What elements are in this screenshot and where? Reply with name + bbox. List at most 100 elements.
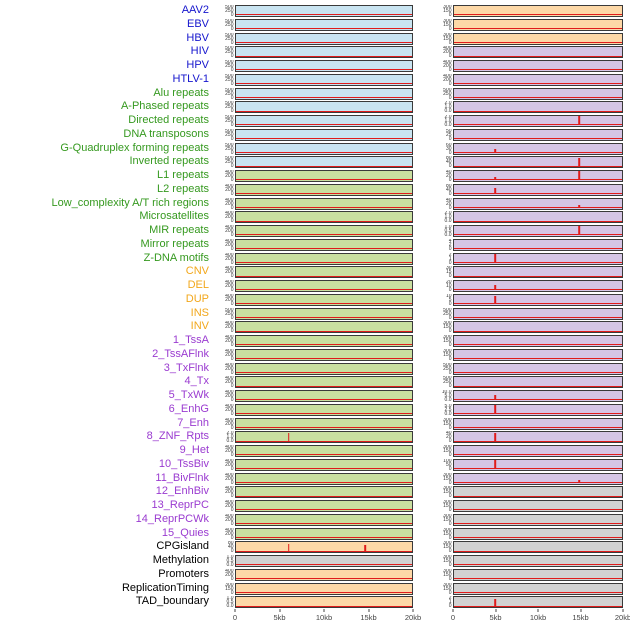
- signal-baseline: [454, 55, 622, 57]
- track-plot-left: [235, 417, 413, 430]
- signal-baseline: [454, 261, 622, 263]
- y-axis-ticks-right: 2.0 1.0 0.0: [435, 211, 453, 223]
- y-axis-ticks-left: 500 250 0: [213, 129, 235, 141]
- y-axis-ticks-right: 10.0 5.0 0.0: [435, 390, 453, 402]
- y-tick-label: 150: [443, 571, 452, 578]
- y-axis-ticks-right: 300 150 0: [435, 528, 453, 540]
- y-axis-ticks-left: 400 200 0: [213, 198, 235, 210]
- y-tick-label: 0: [230, 383, 234, 389]
- track-plot-left: [235, 335, 413, 347]
- track-label: HTLV-1: [172, 72, 209, 85]
- x-tick-label: 5kb: [489, 613, 502, 622]
- y-tick-label: 40: [445, 197, 452, 203]
- track-label: 12_EnhBiv: [155, 485, 209, 498]
- y-tick-label: 200: [443, 76, 452, 83]
- y-tick-label: 150: [443, 420, 452, 427]
- y-axis-ticks-right: 300 150 0: [435, 321, 453, 333]
- signal-baseline: [236, 303, 412, 305]
- track-plot-left: [235, 348, 413, 361]
- y-tick-label: 10.0: [441, 390, 452, 395]
- y-tick-label: 400: [225, 321, 234, 327]
- y-tick-label: 0: [448, 245, 452, 251]
- y-tick-label: 500: [443, 307, 452, 313]
- track-label: Inverted repeats: [129, 155, 210, 168]
- y-tick-label: 60: [445, 142, 452, 148]
- signal-baseline: [454, 289, 622, 291]
- signal-spike: [578, 467, 580, 470]
- track-label: Alu repeats: [153, 86, 209, 99]
- signal-baseline: [236, 179, 412, 181]
- y-tick-label: 200: [225, 200, 234, 207]
- track-row: Low_complexity A/T rich regions 400 200 0 40…: [0, 197, 630, 211]
- y-axis-ticks-left: 1.0 0.5 0.0: [213, 596, 235, 608]
- track-plot-right: [453, 541, 623, 554]
- signal-baseline: [454, 206, 622, 208]
- y-tick-label: 0: [448, 39, 452, 45]
- y-tick-label: 200: [225, 228, 234, 234]
- y-tick-label: 400: [225, 211, 234, 217]
- y-axis-ticks-right: 300 150 0: [435, 473, 453, 485]
- y-tick-label: 0: [230, 465, 234, 471]
- signal-baseline: [236, 69, 412, 71]
- y-tick-label: 0: [230, 149, 234, 155]
- y-tick-label: 2: [448, 241, 452, 248]
- y-axis-ticks-right: 300 150 0: [435, 541, 453, 553]
- signal-baseline: [236, 275, 412, 277]
- track-plot-right: [453, 293, 623, 306]
- y-axis-ticks-left: 400 200 0: [213, 418, 235, 430]
- signal-spike: [494, 395, 496, 401]
- y-tick-label: 200: [225, 571, 234, 578]
- signal-spike: [364, 545, 367, 552]
- x-tick-mark: [368, 609, 369, 612]
- signal-spike: [494, 177, 496, 181]
- y-tick-label: 250: [225, 35, 234, 42]
- track-row: ReplicationTiming 300 150 0 300 150 0: [0, 582, 630, 596]
- y-tick-label: 400: [225, 238, 234, 244]
- y-tick-label: 200: [225, 255, 234, 262]
- track-plot-left: [235, 156, 413, 169]
- y-tick-label: 0.0: [444, 122, 452, 128]
- track-row: L2 repeats 400 200 0 80 40 0: [0, 183, 630, 197]
- track-row: Directed repeats 500 250 0 2.0 1.0 0.0: [0, 114, 630, 128]
- y-axis-ticks-right: 10 5 0: [435, 294, 453, 306]
- track-plot-right: [453, 142, 623, 155]
- track-row: 2_TssAFlnk 400 200 0 300 150 0: [0, 348, 630, 362]
- y-axis-ticks-right: 30 15 0: [435, 266, 453, 278]
- y-tick-label: 200: [225, 503, 234, 509]
- y-axis-ticks-left: 500 250 0: [213, 156, 235, 168]
- y-tick-label: 300: [443, 500, 452, 505]
- y-axis-ticks-left: 400 200 0: [213, 390, 235, 402]
- y-tick-label: 20: [445, 434, 452, 441]
- track-plot-right: [453, 156, 623, 169]
- y-tick-label: 0.0: [444, 232, 452, 238]
- y-tick-label: 1: [448, 255, 452, 262]
- track-row: HIV 500 250 0 400 200 0: [0, 45, 630, 59]
- y-tick-label: 0.0: [226, 603, 234, 609]
- track-plot-left: [235, 293, 413, 306]
- track-plot-right: [453, 348, 623, 361]
- track-label: L1 repeats: [157, 169, 209, 181]
- track-label: Low_complexity A/T rich regions: [51, 196, 209, 209]
- y-tick-label: 300: [443, 568, 452, 574]
- track-plot-left: [235, 458, 413, 471]
- track-label: INS: [190, 306, 209, 319]
- y-tick-label: 400: [225, 472, 234, 478]
- track-plot-right: [453, 280, 623, 292]
- track-label: 5_TxWk: [168, 389, 209, 401]
- track-plot-right: [453, 458, 623, 471]
- y-tick-label: 0: [448, 424, 452, 430]
- track-plot-left: [235, 266, 413, 279]
- y-tick-label: 400: [225, 527, 234, 533]
- signal-baseline: [236, 550, 412, 552]
- signal-baseline: [454, 523, 622, 525]
- y-tick-label: 0: [448, 507, 452, 513]
- y-axis-ticks-left: 400 200 0: [213, 253, 235, 265]
- y-tick-label: 150: [443, 338, 452, 344]
- y-tick-label: 150: [443, 448, 452, 454]
- y-axis-ticks-right: 50 25 0: [435, 129, 453, 141]
- signal-baseline: [454, 550, 622, 552]
- signal-baseline: [454, 151, 622, 153]
- signal-spike: [288, 432, 290, 442]
- y-tick-label: 400: [225, 225, 234, 230]
